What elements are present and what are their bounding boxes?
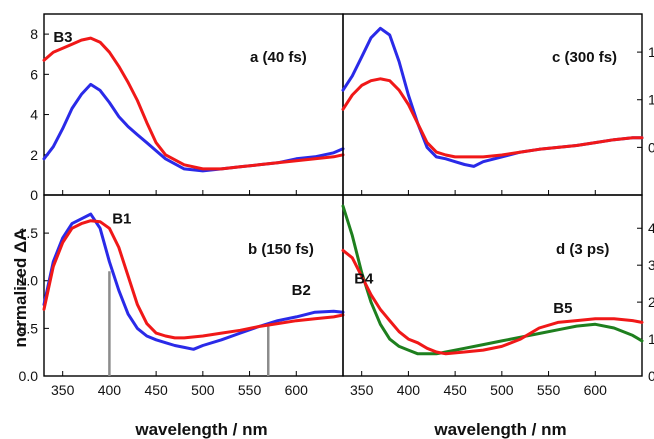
panel-frame-d bbox=[342, 194, 643, 377]
series-line-d-red bbox=[341, 248, 644, 356]
y-tick-label-d: 3 bbox=[648, 257, 654, 273]
series-line-d-green bbox=[341, 204, 644, 356]
x-tick-label-d: 450 bbox=[443, 382, 467, 398]
y-tick-label-a: 6 bbox=[30, 66, 38, 82]
x-tick-label-d: 400 bbox=[397, 382, 421, 398]
y-tick-label-a: 4 bbox=[30, 107, 38, 123]
x-tick-label-b: 350 bbox=[51, 382, 75, 398]
y-tick-label-c: 1.5 bbox=[648, 44, 654, 60]
panel-annotation-a: a (40 fs) bbox=[250, 49, 307, 66]
y-tick-label-a: 8 bbox=[30, 26, 38, 42]
plots-layer: 0 2 4 6 8 B3 a (40 fs) 0.0 0.5 1.0 1.5 350 400 450 500… bbox=[19, 13, 654, 439]
band-label-b5: B5 bbox=[553, 300, 572, 317]
x-tick-label-d: 600 bbox=[584, 382, 608, 398]
series-line-c-red bbox=[341, 77, 644, 159]
series-line-b-blue bbox=[42, 212, 345, 351]
x-tick-label-b: 550 bbox=[238, 382, 262, 398]
x-axis-label-b: wavelength / nm bbox=[134, 420, 267, 439]
x-tick-label-b: 500 bbox=[191, 382, 215, 398]
series-line-a-blue bbox=[42, 82, 345, 173]
x-tick-label-b: 600 bbox=[285, 382, 309, 398]
y-tick-label-b: 0.5 bbox=[19, 320, 39, 336]
series-line-b-red bbox=[42, 219, 345, 340]
y-tick-label-d: 2 bbox=[648, 294, 654, 310]
band-label-b4: B4 bbox=[354, 271, 374, 288]
band-label-b1: B1 bbox=[112, 211, 131, 228]
panel-annotation-c: c (300 fs) bbox=[552, 49, 617, 66]
x-tick-label-b: 400 bbox=[98, 382, 122, 398]
y-tick-label-b: 0.0 bbox=[19, 368, 39, 384]
y-tick-label-d: 4 bbox=[648, 220, 654, 236]
panel-frame-c bbox=[342, 13, 643, 196]
x-axis-label-d: wavelength / nm bbox=[433, 420, 566, 439]
y-tick-label-a: 2 bbox=[30, 147, 38, 163]
y-tick-label-c: 1.0 bbox=[648, 92, 654, 108]
panel-annotation-b: b (150 fs) bbox=[248, 241, 314, 258]
x-tick-label-b: 450 bbox=[144, 382, 168, 398]
shared-y-axis-label: normalized ΔA bbox=[11, 229, 30, 348]
y-tick-label-d: 0 bbox=[648, 368, 654, 384]
y-tick-label-b: 1.0 bbox=[19, 273, 39, 289]
x-tick-label-d: 550 bbox=[537, 382, 561, 398]
band-label-b3: B3 bbox=[53, 29, 72, 46]
y-tick-label-a: 0 bbox=[30, 187, 38, 203]
y-tick-label-c: 0.5 bbox=[648, 139, 654, 155]
band-label-b2: B2 bbox=[292, 282, 311, 299]
x-tick-label-d: 350 bbox=[350, 382, 374, 398]
y-tick-label-d: 1 bbox=[648, 331, 654, 347]
panel-annotation-d: d (3 ps) bbox=[556, 241, 609, 258]
y-tick-label-b: 1.5 bbox=[19, 225, 39, 241]
x-tick-label-d: 500 bbox=[490, 382, 514, 398]
series-line-a-red bbox=[42, 36, 345, 171]
